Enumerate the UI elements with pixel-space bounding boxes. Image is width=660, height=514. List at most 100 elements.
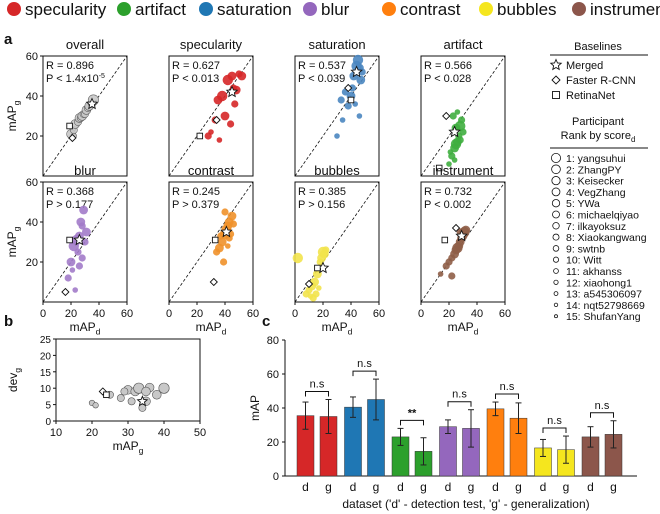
x-tick-label: 0 [292, 308, 298, 320]
x-tick-label: 20 [191, 308, 203, 320]
merged-marker [350, 65, 363, 78]
y-tick-label: 25 [40, 335, 52, 346]
retinanet-marker [435, 164, 443, 172]
legend-diamond-icon [551, 75, 561, 85]
participant-point [225, 243, 231, 249]
legend-marker-instrument [572, 2, 586, 16]
participant-point [337, 96, 345, 104]
panel-title: specularity [180, 37, 243, 52]
x-axis-label: dataset ('d' - detection test, 'g' - gen… [342, 497, 589, 511]
significance-bracket [590, 412, 614, 418]
legend-label-contrast: contrast [400, 0, 461, 19]
participant-size-icon [551, 152, 562, 163]
participants-subtitle: Rank by scored [561, 130, 636, 144]
participant-size-icon [553, 291, 559, 296]
participant-point [292, 252, 303, 264]
participant-size-icon [552, 222, 560, 230]
legend-marker-saturation [199, 2, 213, 16]
merged-marker [455, 229, 468, 242]
significance-label: n.s [310, 379, 325, 391]
panel-title: instrument [433, 163, 494, 178]
participant-point [451, 157, 458, 163]
y-axis-label: mAPg [5, 226, 21, 257]
participant-point [227, 211, 237, 221]
participant-point [72, 287, 78, 293]
participant-point [78, 254, 86, 262]
y-tick-label: 40 [26, 217, 38, 229]
significance-label: ** [408, 407, 417, 419]
participant-label: 1: yangsuhui [566, 153, 626, 165]
participant-point [220, 258, 228, 266]
baseline-label: RetinaNet [566, 90, 615, 102]
plot-frame [42, 55, 128, 177]
participant-point [221, 208, 229, 216]
legend-marker-specularity [7, 2, 21, 16]
merged-marker [85, 97, 99, 110]
plot-frame [168, 181, 254, 303]
participant-size-icon [553, 268, 559, 274]
panel-title: bubbles [314, 163, 360, 178]
r-value: R = 0.385 [298, 186, 346, 198]
baseline-label: Faster R-CNN [566, 75, 636, 87]
participant-label: 13: a545306097 [566, 289, 642, 301]
x-tick-label: 30 [122, 427, 134, 439]
legend-marker-bubbles [479, 2, 493, 16]
panel-b: 0 5 10 15 20 25 10 20 30 40 50 devg mAPg [6, 335, 206, 455]
p-value: P > 0.379 [172, 199, 219, 211]
x-axis-label: mAPd [448, 320, 479, 336]
participant-point [120, 387, 129, 396]
significance-bracket [495, 393, 519, 400]
x-tick-label: 0 [166, 308, 172, 320]
panel-title: overall [66, 37, 104, 52]
faster-rcnn-marker [209, 277, 218, 287]
x-tick-label: 60 [373, 308, 385, 320]
bar-sub-label: g [610, 480, 617, 494]
participants-legend: Participant Rank by scored 1: yangsuhui2: … [550, 116, 648, 323]
bar-sub-label: d [397, 480, 404, 494]
retinanet-marker [196, 132, 204, 140]
x-tick-label: 50 [194, 427, 206, 439]
merged-marker [448, 125, 461, 138]
x-tick-label: 40 [345, 308, 357, 320]
bar-sub-label: g [420, 480, 427, 494]
bar-sub-label: d [492, 480, 499, 494]
retinanet-marker [103, 391, 110, 399]
plot-frame [55, 338, 201, 422]
participant-point [237, 71, 247, 81]
plot-frame [42, 181, 128, 303]
plot-frame [294, 55, 380, 177]
identity-line [294, 181, 380, 303]
participant-label: 10: Witt [566, 255, 602, 267]
participant-point [66, 257, 76, 267]
participant-point [78, 222, 86, 230]
plot-frame [294, 181, 380, 303]
y-tick-label: 20 [267, 437, 279, 449]
faster-rcnn-marker [442, 111, 451, 121]
significance-label: n.s [357, 358, 372, 370]
r-value: R = 0.732 [424, 186, 472, 198]
legend-label-blur: blur [321, 0, 350, 19]
x-tick-label: 20 [443, 308, 455, 320]
participant-size-icon [551, 199, 561, 208]
participant-point [446, 161, 452, 167]
participant-size-icon [552, 210, 560, 219]
retinanet-marker [347, 96, 355, 104]
panel-title: blur [74, 163, 96, 178]
x-tick-label: 40 [471, 308, 483, 320]
significance-label: n.s [595, 400, 610, 412]
x-tick-label: 20 [86, 427, 98, 439]
x-tick-label: 60 [499, 308, 511, 320]
bar-blur-d [439, 426, 457, 477]
panel-c: 0 20 40 60 80 mAP d g n.s d g n.s d g ** d g n.s d g n.s d g n.… [248, 335, 637, 511]
significance-bracket [305, 391, 329, 397]
participant-point [227, 71, 237, 81]
x-tick-label: 20 [317, 308, 329, 320]
faster-rcnn-marker [304, 279, 314, 289]
legend-square-icon [552, 91, 560, 99]
x-axis-label: mAPd [70, 320, 101, 336]
